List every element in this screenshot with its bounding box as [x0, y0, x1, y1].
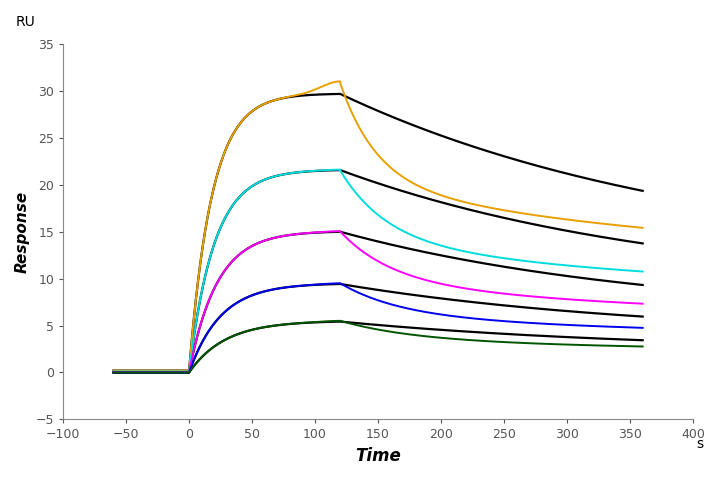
Y-axis label: Response: Response — [15, 191, 30, 273]
Text: s: s — [696, 437, 703, 451]
Text: RU: RU — [16, 15, 35, 29]
X-axis label: Time: Time — [355, 447, 401, 465]
